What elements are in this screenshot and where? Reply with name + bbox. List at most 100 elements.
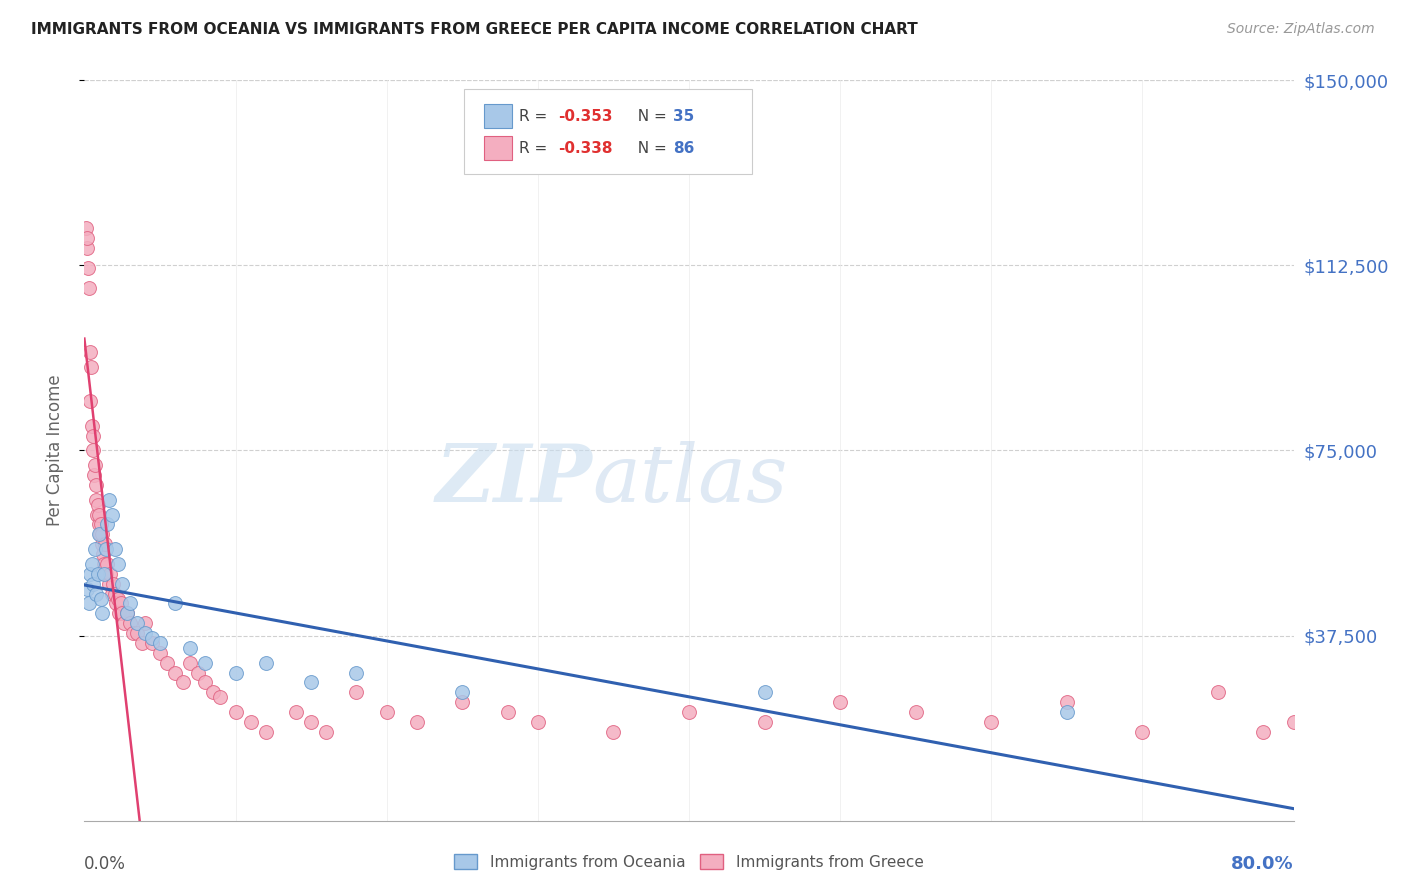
- Point: [83, 468, 105, 483]
- Point: [79, 394, 101, 409]
- Text: 86: 86: [673, 141, 695, 156]
- Point: [87, 498, 110, 512]
- Point: [115, 607, 138, 621]
- Point: [1313, 705, 1336, 719]
- Legend: Immigrants from Oceania, Immigrants from Greece: Immigrants from Oceania, Immigrants from…: [449, 847, 929, 876]
- Point: [77, 280, 100, 294]
- Text: N =: N =: [628, 109, 672, 124]
- Point: [602, 724, 624, 739]
- Point: [678, 705, 700, 719]
- Point: [76, 231, 98, 245]
- Point: [97, 492, 120, 507]
- Point: [127, 616, 149, 631]
- Point: [107, 557, 129, 571]
- Point: [239, 714, 262, 729]
- Point: [754, 685, 776, 699]
- Point: [118, 616, 141, 631]
- Text: R =: R =: [519, 141, 553, 156]
- Point: [179, 640, 201, 655]
- Point: [127, 626, 149, 640]
- Point: [1253, 724, 1275, 739]
- Point: [165, 665, 187, 680]
- Point: [904, 705, 927, 719]
- Text: R =: R =: [519, 109, 553, 124]
- Point: [134, 616, 156, 631]
- Text: 80.0%: 80.0%: [1230, 855, 1294, 873]
- Point: [80, 557, 103, 571]
- Point: [285, 705, 308, 719]
- Point: [76, 241, 98, 255]
- Point: [346, 665, 368, 680]
- Point: [194, 656, 217, 670]
- Point: [131, 636, 153, 650]
- Point: [101, 576, 124, 591]
- Point: [110, 597, 132, 611]
- Point: [98, 566, 121, 581]
- Point: [79, 344, 101, 359]
- Point: [149, 646, 172, 660]
- Point: [75, 221, 97, 235]
- Point: [980, 714, 1002, 729]
- Point: [141, 636, 163, 650]
- Point: [1056, 695, 1078, 709]
- Point: [96, 557, 118, 571]
- Point: [115, 607, 138, 621]
- Point: [111, 607, 134, 621]
- Point: [76, 582, 98, 596]
- Point: [165, 597, 187, 611]
- Point: [1403, 714, 1406, 729]
- Point: [118, 597, 141, 611]
- Point: [134, 626, 156, 640]
- Point: [89, 508, 111, 522]
- Text: -0.353: -0.353: [558, 109, 613, 124]
- Point: [451, 695, 474, 709]
- Point: [1056, 705, 1078, 719]
- Point: [149, 636, 172, 650]
- Point: [108, 607, 131, 621]
- Point: [79, 566, 101, 581]
- Point: [87, 566, 110, 581]
- Point: [90, 517, 112, 532]
- Point: [315, 724, 337, 739]
- Point: [100, 508, 122, 522]
- Point: [104, 586, 127, 600]
- Text: ZIP: ZIP: [436, 442, 592, 519]
- Point: [830, 695, 852, 709]
- Point: [1282, 714, 1305, 729]
- Point: [94, 566, 117, 581]
- Point: [86, 508, 108, 522]
- Point: [84, 542, 107, 557]
- Point: [104, 542, 127, 557]
- Text: 35: 35: [673, 109, 695, 124]
- Point: [107, 591, 129, 606]
- Point: [299, 675, 322, 690]
- Point: [97, 576, 120, 591]
- Point: [451, 685, 474, 699]
- Point: [82, 428, 104, 442]
- Point: [89, 527, 111, 541]
- Point: [406, 714, 429, 729]
- Point: [93, 557, 115, 571]
- Point: [84, 492, 107, 507]
- Point: [112, 616, 135, 631]
- Point: [496, 705, 519, 719]
- Point: [90, 591, 112, 606]
- Text: atlas: atlas: [592, 442, 787, 519]
- Point: [1132, 724, 1154, 739]
- Point: [201, 685, 224, 699]
- Point: [172, 675, 194, 690]
- Point: [156, 656, 179, 670]
- Point: [141, 631, 163, 645]
- Y-axis label: Per Capita Income: Per Capita Income: [45, 375, 63, 526]
- Point: [84, 458, 107, 473]
- Point: [254, 724, 277, 739]
- Point: [77, 597, 100, 611]
- Point: [1206, 685, 1229, 699]
- Point: [96, 517, 118, 532]
- Point: [82, 576, 104, 591]
- Text: Source: ZipAtlas.com: Source: ZipAtlas.com: [1227, 22, 1375, 37]
- Text: 0.0%: 0.0%: [84, 855, 127, 873]
- Point: [86, 586, 108, 600]
- Text: IMMIGRANTS FROM OCEANIA VS IMMIGRANTS FROM GREECE PER CAPITA INCOME CORRELATION : IMMIGRANTS FROM OCEANIA VS IMMIGRANTS FR…: [31, 22, 918, 37]
- Point: [91, 547, 114, 561]
